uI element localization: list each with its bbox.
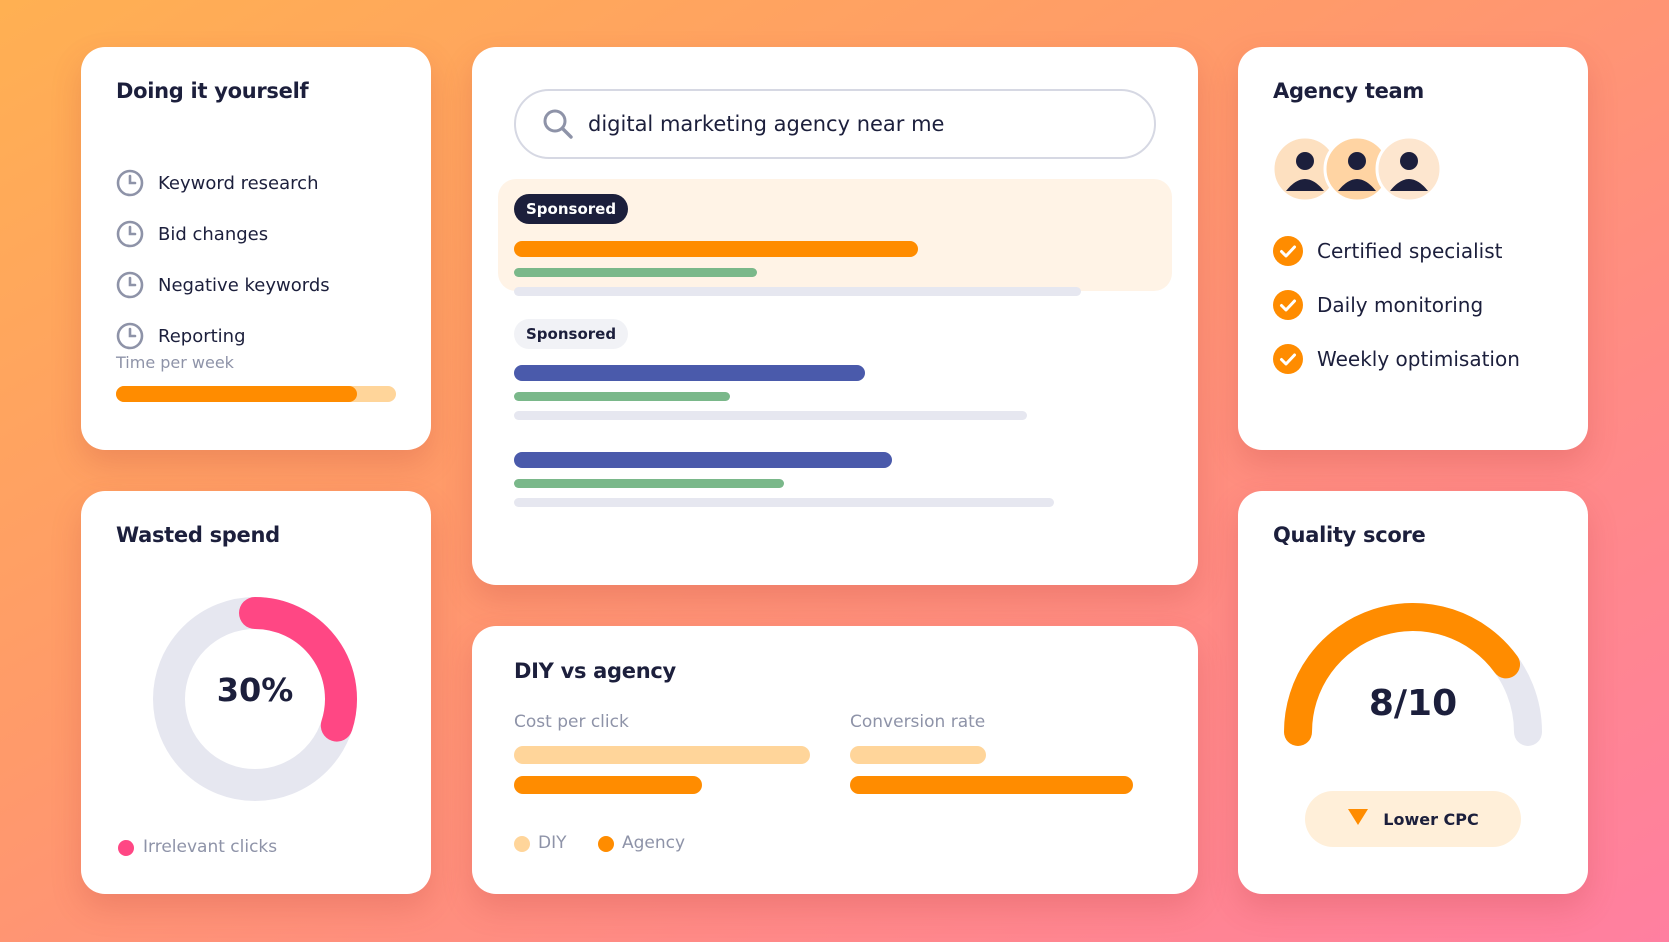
time-track bbox=[116, 386, 396, 402]
diy-card-title: Doing it yourself bbox=[116, 79, 309, 103]
lower-cpc-label: Lower CPC bbox=[1383, 809, 1479, 829]
result-url-line bbox=[514, 268, 757, 277]
search-query: digital marketing agency near me bbox=[588, 112, 945, 136]
search-input[interactable]: digital marketing agency near me bbox=[514, 89, 1156, 159]
search-results-card: digital marketing agency near me Sponsor… bbox=[472, 47, 1198, 585]
triangle-down-icon bbox=[1348, 809, 1369, 825]
agency-team-card: Agency team Certified specialist Daily m… bbox=[1238, 47, 1588, 450]
agency-list-item: Daily monitoring bbox=[1273, 289, 1483, 321]
check-icon bbox=[1273, 236, 1303, 266]
wasted-percent: 30% bbox=[216, 671, 294, 709]
search-icon bbox=[543, 109, 573, 139]
irrelevant-clicks-legend: Irrelevant clicks bbox=[143, 837, 278, 857]
clock-icon bbox=[116, 220, 144, 248]
sponsored-badge: Sponsored bbox=[514, 194, 629, 224]
diy-list-item: Reporting bbox=[116, 320, 246, 352]
donut-value-arc bbox=[239, 597, 357, 742]
check-icon bbox=[1273, 290, 1303, 320]
quality-score-value: 8/10 bbox=[1368, 683, 1458, 724]
result-description-line bbox=[514, 498, 1054, 507]
agency-item-label: Weekly optimisation bbox=[1317, 347, 1520, 371]
result-description-line bbox=[514, 411, 1027, 420]
wasted-card-title: Wasted spend bbox=[116, 523, 280, 547]
legend-swatch-agency bbox=[598, 836, 614, 852]
cost-per-click-label: Cost per click bbox=[514, 712, 629, 732]
diy-list-item: Keyword research bbox=[116, 167, 318, 199]
agency-item-label: Daily monitoring bbox=[1317, 293, 1484, 317]
result-title-line bbox=[514, 241, 918, 257]
legend-agency: Agency bbox=[622, 833, 686, 853]
diy-list-item: Negative keywords bbox=[116, 269, 330, 301]
sponsored-badge: Sponsored bbox=[514, 319, 629, 349]
agency-card-title: Agency team bbox=[1273, 79, 1424, 103]
clock-icon bbox=[116, 322, 144, 350]
quality-score-card: Quality score 8/10 Lower CPC bbox=[1238, 491, 1588, 894]
legend-swatch bbox=[118, 840, 134, 856]
time-per-week-label: Time per week bbox=[116, 353, 234, 372]
person-icon bbox=[1375, 135, 1442, 203]
diy-item-label: Reporting bbox=[158, 325, 246, 347]
avatar-group bbox=[1272, 135, 1442, 203]
conversion-diy-bar bbox=[850, 746, 986, 764]
cpc-diy-bar bbox=[514, 746, 810, 764]
diy-item-label: Negative keywords bbox=[158, 274, 330, 296]
quality-gauge bbox=[1284, 603, 1542, 746]
check-icon bbox=[1273, 344, 1303, 374]
agency-list-item: Certified specialist bbox=[1273, 235, 1502, 267]
cpc-agency-bar bbox=[514, 776, 702, 794]
legend-swatch-diy bbox=[514, 836, 530, 852]
legend-diy: DIY bbox=[538, 833, 567, 853]
diy-card: Doing it yourself Keyword research Bid c… bbox=[81, 47, 431, 450]
result-title-line[interactable] bbox=[514, 365, 865, 381]
lower-cpc-badge: Lower CPC bbox=[1305, 791, 1521, 847]
time-progress-fill bbox=[116, 386, 357, 402]
diy-item-label: Keyword research bbox=[158, 172, 319, 194]
clock-icon bbox=[116, 169, 144, 197]
wasted-spend-card: Wasted spend 30% Irrelevant clicks bbox=[81, 491, 431, 894]
conversion-rate-label: Conversion rate bbox=[850, 712, 986, 732]
compare-card-title: DIY vs agency bbox=[514, 659, 676, 683]
clock-icon bbox=[116, 271, 144, 299]
wasted-donut-chart bbox=[153, 597, 357, 801]
conversion-agency-bar bbox=[850, 776, 1133, 794]
result-url-line bbox=[514, 392, 730, 401]
person-icon bbox=[1272, 135, 1339, 203]
diy-list-item: Bid changes bbox=[116, 218, 268, 250]
agency-item-label: Certified specialist bbox=[1317, 239, 1503, 263]
agency-list-item: Weekly optimisation bbox=[1273, 343, 1520, 375]
result-description-line bbox=[514, 287, 1081, 296]
gauge-value-arc bbox=[1284, 603, 1521, 746]
diy-item-label: Bid changes bbox=[158, 223, 269, 245]
quality-card-title: Quality score bbox=[1273, 523, 1426, 547]
result-url-line bbox=[514, 479, 784, 488]
result-title-line[interactable] bbox=[514, 452, 892, 468]
diy-vs-agency-card: DIY vs agency Cost per click Conversion … bbox=[472, 626, 1198, 894]
